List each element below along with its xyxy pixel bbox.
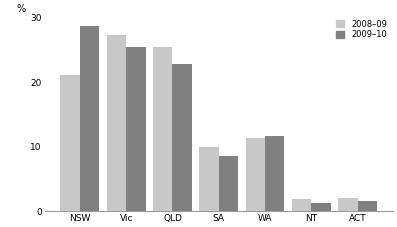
Bar xyxy=(219,156,238,211)
Bar xyxy=(199,147,219,211)
Bar xyxy=(358,201,377,211)
Text: %: % xyxy=(17,4,26,14)
Bar xyxy=(60,75,80,211)
Legend: 2008–09, 2009–10: 2008–09, 2009–10 xyxy=(334,18,389,41)
Bar xyxy=(80,26,99,211)
Bar xyxy=(153,47,172,211)
Bar xyxy=(338,197,358,211)
Bar xyxy=(246,138,265,211)
Bar xyxy=(126,47,146,211)
Bar xyxy=(172,64,192,211)
Bar xyxy=(107,35,126,211)
Bar xyxy=(292,200,311,211)
Bar xyxy=(311,203,331,211)
Bar xyxy=(265,136,285,211)
